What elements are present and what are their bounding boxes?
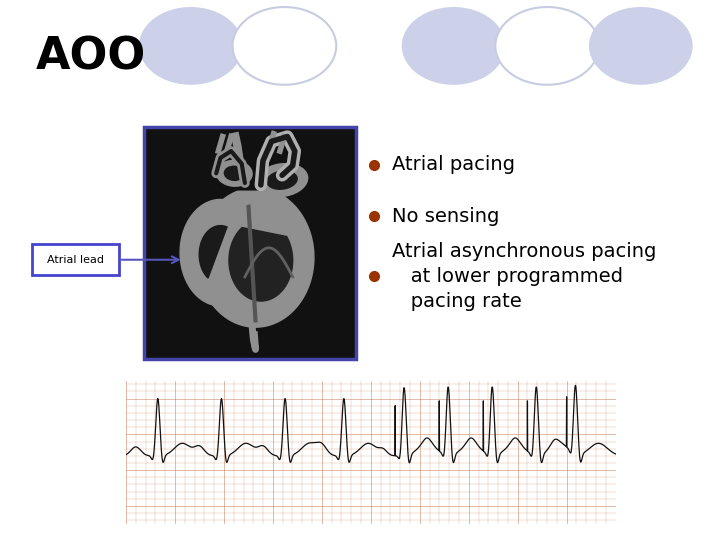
Text: Atrial lead: Atrial lead bbox=[47, 255, 104, 265]
Text: AOO: AOO bbox=[36, 35, 146, 78]
Text: Atrial pacing: Atrial pacing bbox=[392, 155, 516, 174]
FancyBboxPatch shape bbox=[32, 244, 119, 275]
FancyBboxPatch shape bbox=[144, 127, 356, 359]
Ellipse shape bbox=[266, 170, 298, 190]
Ellipse shape bbox=[235, 194, 254, 205]
Ellipse shape bbox=[256, 163, 308, 197]
Ellipse shape bbox=[216, 160, 253, 187]
Text: *: * bbox=[179, 251, 192, 275]
Text: No sensing: No sensing bbox=[392, 206, 500, 226]
Polygon shape bbox=[199, 226, 227, 278]
Circle shape bbox=[402, 7, 505, 85]
Polygon shape bbox=[180, 199, 244, 306]
Ellipse shape bbox=[224, 166, 245, 181]
Circle shape bbox=[139, 7, 243, 85]
Text: Atrial asynchronous pacing
   at lower programmed
   pacing rate: Atrial asynchronous pacing at lower prog… bbox=[392, 242, 657, 311]
Polygon shape bbox=[197, 191, 314, 327]
Circle shape bbox=[589, 7, 693, 85]
Circle shape bbox=[233, 7, 336, 85]
Polygon shape bbox=[229, 227, 292, 301]
Circle shape bbox=[495, 7, 599, 85]
